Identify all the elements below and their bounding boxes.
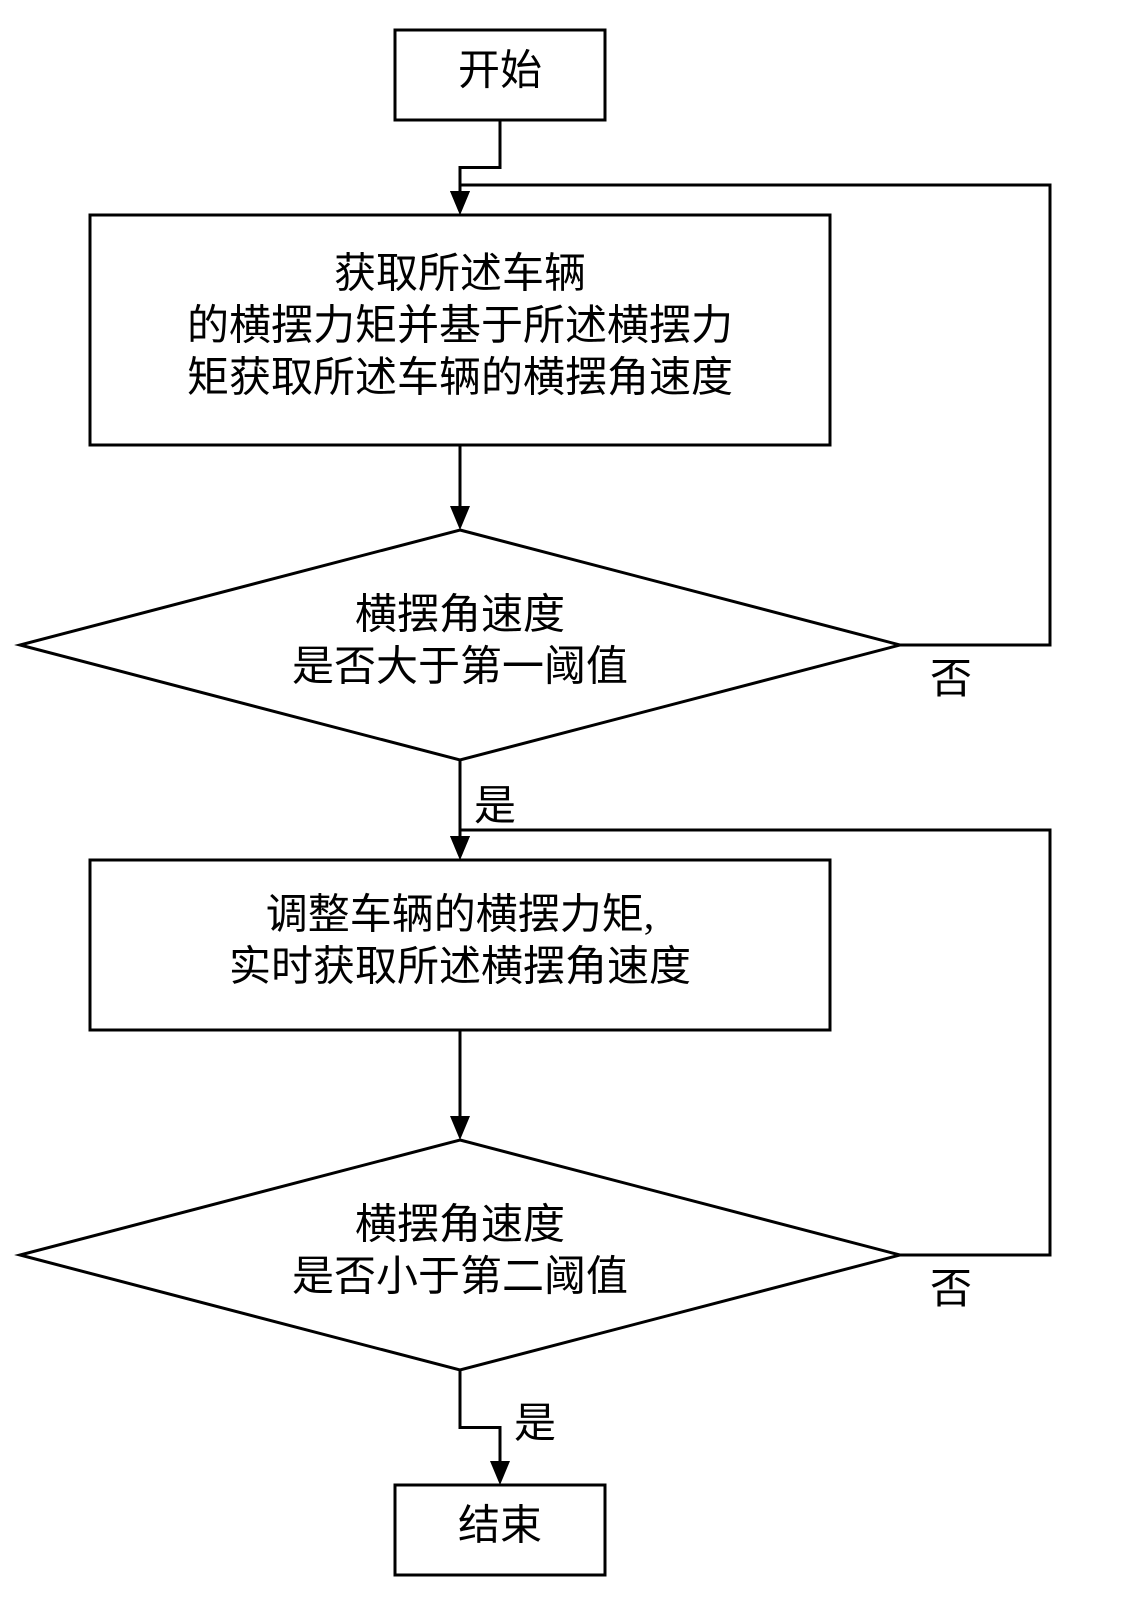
- arrowhead: [450, 191, 470, 215]
- node-end-text: 结束: [458, 1504, 542, 1550]
- node-dec2-text: 是否小于第二阈值: [292, 1255, 628, 1301]
- node-acquire-text: 矩获取所述车辆的横摆角速度: [187, 356, 733, 402]
- arrowhead: [450, 836, 470, 860]
- arrowhead: [490, 1461, 510, 1485]
- edge-label-yes: 是: [474, 784, 516, 830]
- node-start-text: 开始: [458, 49, 542, 95]
- node-adjust-text: 实时获取所述横摆角速度: [229, 944, 691, 991]
- edge-label-no: 否: [930, 1267, 972, 1313]
- node-dec2-text: 横摆角速度: [355, 1203, 565, 1249]
- node-dec1-text: 横摆角速度: [355, 593, 565, 639]
- arrowhead: [450, 1116, 470, 1140]
- edge-dec2-end: [460, 1370, 500, 1461]
- arrowhead: [450, 506, 470, 530]
- edge-label-no: 否: [930, 657, 972, 703]
- node-adjust-text: 调整车辆的横摆力矩,: [266, 893, 655, 939]
- node-acquire-text: 的横摆力矩并基于所述横摆力: [187, 304, 733, 350]
- node-acquire-text: 获取所述车辆: [334, 252, 586, 298]
- edge-label-yes: 是: [514, 1402, 556, 1448]
- node-dec1-text: 是否大于第一阈值: [292, 645, 628, 691]
- edge-start-acquire: [460, 120, 500, 191]
